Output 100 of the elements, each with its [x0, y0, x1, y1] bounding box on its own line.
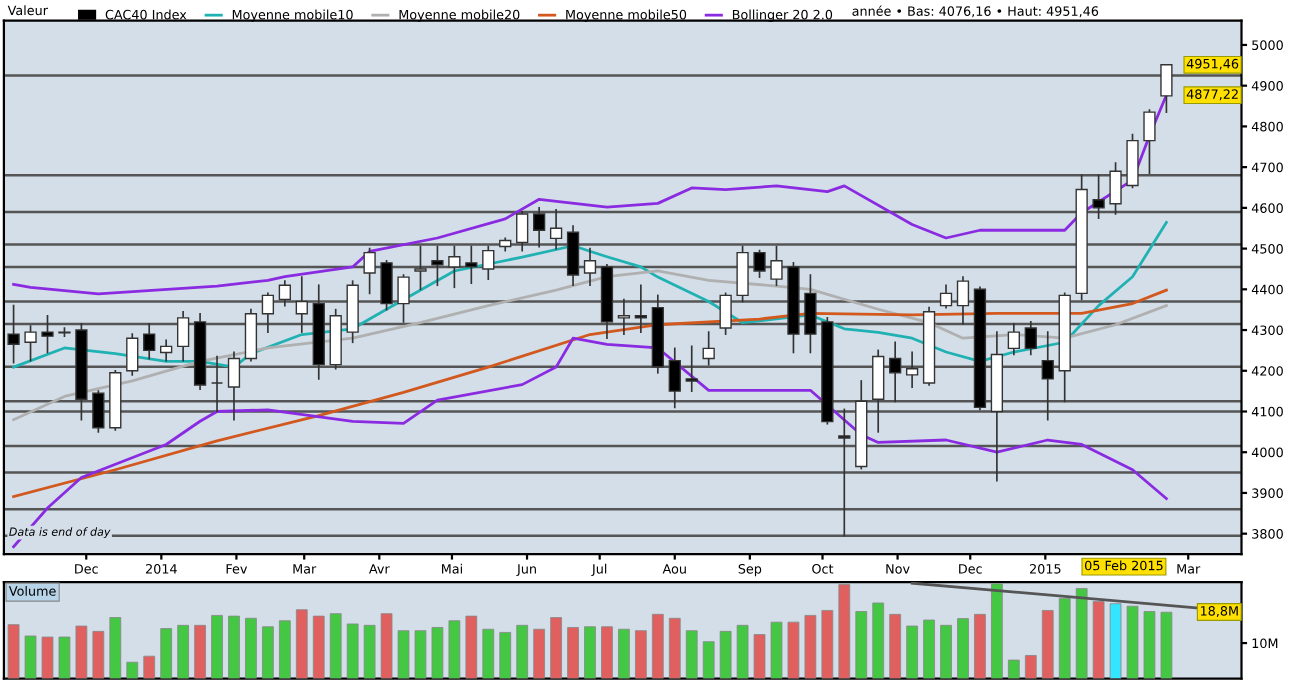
candlestick	[346, 280, 359, 344]
bar	[143, 655, 156, 679]
bar	[295, 609, 308, 679]
bar	[329, 613, 342, 679]
bar	[533, 628, 546, 679]
bar	[618, 628, 630, 679]
candlestick	[363, 247, 376, 295]
bar	[58, 636, 71, 679]
candlestick	[549, 209, 563, 250]
bar	[278, 620, 291, 679]
candlestick	[1092, 174, 1105, 219]
bar	[126, 661, 139, 679]
bar	[974, 613, 986, 679]
bar	[1041, 610, 1054, 679]
bar	[24, 635, 37, 679]
candlestick	[1109, 162, 1122, 215]
candlestick	[448, 245, 461, 289]
bar	[245, 617, 257, 679]
candlestick	[939, 284, 953, 309]
candlestick	[838, 408, 851, 537]
candlestick	[1143, 109, 1156, 175]
bar	[1092, 601, 1105, 679]
bar	[1143, 611, 1156, 679]
candlestick	[1007, 323, 1020, 356]
bar	[1024, 655, 1037, 679]
bar	[991, 583, 1003, 679]
candlestick	[617, 298, 631, 335]
candlestick	[889, 341, 902, 403]
bar	[651, 613, 664, 679]
candlestick	[1041, 331, 1054, 421]
candlestick	[380, 259, 393, 311]
bar	[482, 628, 495, 679]
bar	[160, 628, 173, 679]
bar	[516, 624, 529, 679]
candlestick	[465, 245, 478, 285]
candlestick	[126, 333, 139, 376]
candlestick	[278, 280, 291, 307]
candlestick	[532, 207, 546, 248]
bar	[668, 617, 681, 679]
candlestick	[804, 274, 817, 354]
bar	[1126, 605, 1139, 679]
candlestick	[41, 314, 54, 354]
bar	[312, 615, 325, 679]
line-series	[12, 336, 1168, 549]
bar	[787, 621, 800, 679]
bar	[719, 630, 732, 679]
candlestick	[431, 245, 444, 287]
candlestick	[227, 351, 241, 421]
bar	[346, 623, 359, 679]
bar	[7, 624, 20, 679]
candlestick	[482, 245, 495, 280]
bar	[838, 584, 851, 679]
bar	[957, 618, 969, 679]
candlestick	[736, 245, 749, 303]
bar	[211, 614, 223, 679]
bar	[635, 630, 647, 679]
bar	[601, 626, 613, 679]
bar	[431, 627, 444, 679]
bar	[940, 624, 952, 679]
candlestick	[516, 211, 529, 252]
candlestick	[261, 292, 275, 333]
candlestick	[92, 390, 105, 433]
bar	[75, 625, 88, 679]
candlestick	[143, 323, 156, 360]
bar	[567, 627, 579, 679]
bar	[228, 615, 240, 679]
candlestick	[770, 245, 783, 287]
bar	[363, 624, 376, 679]
candlestick	[702, 331, 715, 366]
candlestick	[668, 347, 681, 409]
bar	[92, 630, 105, 679]
bar	[770, 621, 783, 679]
bar	[1109, 603, 1122, 679]
bar	[41, 636, 54, 679]
candlestick	[414, 245, 427, 291]
candlestick	[295, 276, 308, 333]
candlestick	[210, 355, 224, 413]
candlestick	[1024, 321, 1037, 356]
bar	[821, 610, 834, 679]
candlestick	[956, 276, 970, 325]
candlestick	[1160, 63, 1173, 113]
bar	[906, 625, 918, 679]
bar	[448, 620, 461, 679]
candlestick	[176, 310, 190, 362]
bar	[584, 626, 596, 679]
candlestick	[905, 351, 919, 388]
bar	[855, 611, 868, 679]
bar	[872, 602, 885, 679]
bar	[1160, 611, 1173, 679]
bar	[499, 632, 512, 679]
candlestick	[634, 284, 648, 333]
bar	[804, 614, 817, 679]
candlestick	[1126, 133, 1139, 189]
bar	[923, 619, 935, 679]
bar	[702, 641, 715, 679]
candlestick	[685, 345, 698, 392]
bar	[177, 624, 189, 679]
candlestick	[244, 308, 258, 362]
bar	[685, 630, 698, 679]
candlestick	[719, 292, 732, 335]
